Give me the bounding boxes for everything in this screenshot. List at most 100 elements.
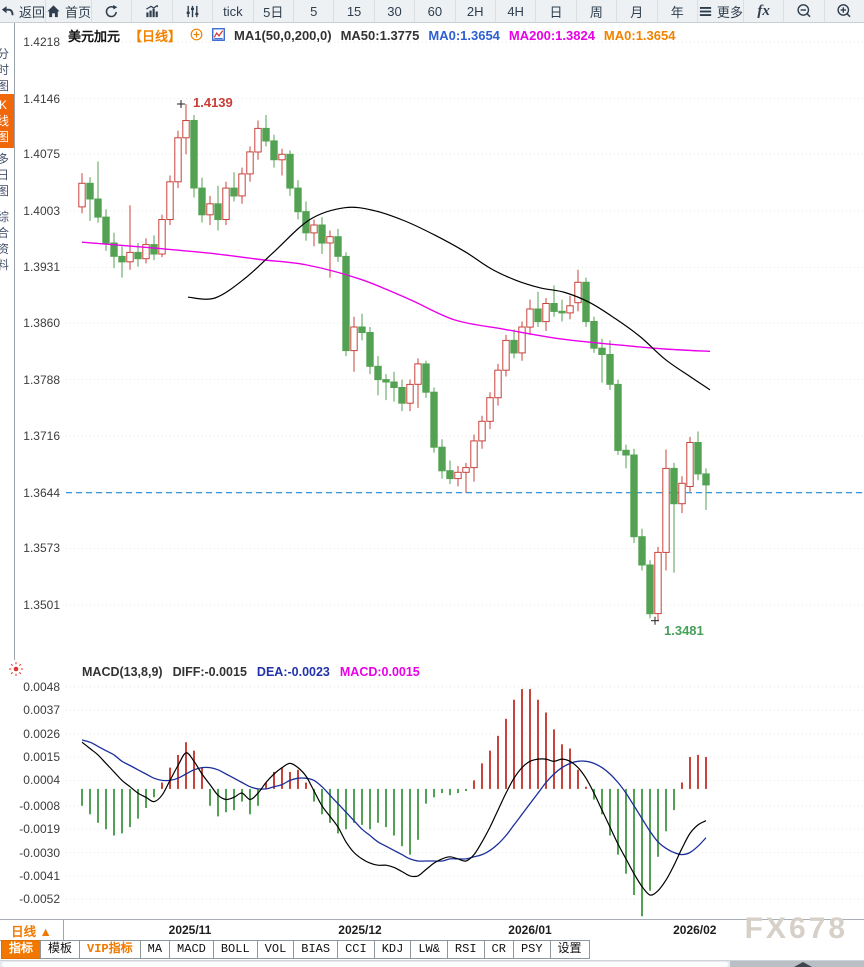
toolbar-label: 周: [589, 4, 603, 20]
toolbar-label: 5日: [263, 4, 284, 20]
toolbar-chart-type-candle[interactable]: [173, 0, 214, 22]
tab-CCI[interactable]: CCI: [337, 940, 375, 959]
scrollbar-track[interactable]: [2, 962, 728, 967]
toolbar-tf-tick[interactable]: tick: [213, 0, 254, 22]
ma0-blue-value: MA0:1.3654: [428, 28, 500, 43]
tab-指标[interactable]: 指标: [1, 940, 42, 959]
ma50-value: MA50:1.3775: [340, 28, 420, 43]
toolbar-tf-60[interactable]: 60: [415, 0, 456, 22]
price-axis-label: 1.3501: [23, 598, 60, 612]
macd-axis-label: -0.0008: [19, 798, 60, 813]
toolbar-label: 首页: [65, 4, 92, 20]
toolbar-tf-week[interactable]: 周: [577, 0, 618, 22]
ma0-orange-value: MA0:1.3654: [603, 28, 676, 43]
month-label: 2026/01: [508, 923, 552, 937]
top-toolbar: 返回 首页 tick 5日 5 15 30 60 2H 4H 日 周 月 年 更多 fx: [0, 0, 864, 23]
add-favorite-icon[interactable]: [190, 28, 203, 44]
toolbar-back[interactable]: 返回: [0, 0, 47, 22]
tab-MACD[interactable]: MACD: [169, 940, 214, 959]
mini-chart-icon: [212, 27, 225, 44]
price-axis-label: 1.3931: [23, 260, 60, 275]
toolbar-label: 年: [670, 4, 684, 20]
price-axis-label: 1.3788: [23, 372, 60, 387]
toolbar-label: 30: [387, 3, 402, 19]
toolbar-tf-5[interactable]: 5: [294, 0, 335, 22]
month-label: 2026/02: [673, 923, 717, 937]
toolbar-home[interactable]: 首页: [46, 0, 93, 22]
zoom-in-icon: [836, 3, 852, 19]
macd-axis-label: 0.0037: [23, 703, 60, 718]
tab-KDJ[interactable]: KDJ: [373, 940, 412, 959]
toolbar-zoom-out[interactable]: [784, 0, 825, 22]
bottom-scrollbar[interactable]: [0, 960, 864, 967]
toolbar-chart-type-trend[interactable]: [132, 0, 173, 22]
macd-header: MACD(13,8,9) DIFF:-0.0015 DEA:-0.0023 MA…: [82, 664, 420, 679]
indicator-settings-icon[interactable]: [8, 661, 24, 682]
toolbar-zoom-in[interactable]: [825, 0, 864, 22]
tab-VOL[interactable]: VOL: [256, 940, 295, 959]
macd-axis-label: -0.0019: [19, 822, 60, 837]
price-axis-label: 1.3860: [23, 316, 60, 331]
collapse-arrow-icon[interactable]: [794, 962, 812, 967]
tab-模板[interactable]: 模板: [40, 940, 81, 959]
toolbar-tf-4h[interactable]: 4H: [496, 0, 537, 22]
macd-axis-label: -0.0052: [19, 892, 60, 907]
tab-LW&[interactable]: LW&: [410, 940, 448, 959]
toolbar-tf-15[interactable]: 15: [334, 0, 375, 22]
price-axis-label: 1.4218: [23, 35, 60, 49]
toolbar-label: 5: [310, 3, 318, 19]
tab-设置[interactable]: 设置: [549, 940, 590, 959]
toolbar-tf-30[interactable]: 30: [375, 0, 416, 22]
period-selector[interactable]: 日线 ▲: [0, 920, 64, 941]
toolbar-tf-year[interactable]: 年: [658, 0, 698, 22]
price-chart-header: 美元加元 【日线】 MA1(50,0,200,0) MA50:1.3775 MA…: [68, 27, 675, 44]
chart-type-candle-icon: [185, 4, 200, 19]
price-axis-label: 1.4146: [23, 91, 60, 106]
macd-axis-label: 0.0048: [23, 680, 60, 694]
tab-MA[interactable]: MA: [139, 940, 171, 959]
tab-CR[interactable]: CR: [483, 940, 514, 959]
more-icon: [698, 4, 713, 19]
macd-macd-value: MACD:0.0015: [339, 664, 420, 679]
macd-axis-label: 0.0004: [23, 773, 60, 788]
toolbar-more[interactable]: 更多: [698, 0, 744, 22]
price-axis-label: 1.3573: [23, 541, 60, 556]
macd-diff-value: DIFF:-0.0015: [172, 664, 247, 679]
tab-RSI[interactable]: RSI: [446, 940, 485, 959]
sidebar-item-3[interactable]: 多日图: [0, 152, 9, 198]
price-axis-label: 1.3644: [23, 485, 60, 500]
tab-BOLL[interactable]: BOLL: [212, 940, 258, 959]
toolbar-refresh[interactable]: [92, 0, 133, 22]
refresh-icon: [104, 4, 119, 19]
toolbar-tf-2h[interactable]: 2H: [456, 0, 496, 22]
ma200-value: MA200:1.3824: [508, 28, 595, 43]
x-axis-row: 日线 ▲ 2025/11 2025/12 2026/01 2026/02 FX678: [0, 912, 864, 945]
tab-VIP指标[interactable]: VIP指标: [79, 940, 141, 959]
price-axis-label: 1.3716: [23, 429, 60, 444]
macd-axis-label: 0.0026: [23, 726, 60, 741]
macd-title: MACD(13,8,9): [82, 664, 163, 679]
toolbar-label: 返回: [19, 4, 46, 20]
indicator-tab-bar: 指标 模板 VIP指标 MA MACD BOLL VOL BIAS CCI KDJ LW& RSI CR…: [1, 940, 590, 959]
home-icon: [46, 4, 61, 19]
chart-type-trend-icon: [144, 4, 160, 19]
toolbar-tf-5d[interactable]: 5日: [254, 0, 294, 22]
period-tag: 【日线】: [129, 29, 182, 44]
macd-axis-label: -0.0030: [19, 845, 60, 860]
toolbar-tf-day[interactable]: 日: [536, 0, 577, 22]
tab-PSY[interactable]: PSY: [512, 940, 551, 959]
tab-BIAS[interactable]: BIAS: [293, 940, 339, 959]
month-label: 2025/11: [168, 923, 212, 937]
toolbar-label: 日: [549, 4, 563, 20]
sidebar-item-1[interactable]: 分时图: [0, 47, 9, 93]
sidebar-item-4[interactable]: 综合资料: [0, 210, 9, 272]
price-axis-label: 1.4003: [23, 203, 60, 218]
toolbar-label: 2H: [466, 3, 484, 19]
toolbar-tf-month[interactable]: 月: [617, 0, 658, 22]
macd-axis-label: 0.0015: [23, 750, 60, 765]
toolbar-formula[interactable]: fx: [744, 0, 785, 22]
toolbar-label: fx: [757, 2, 770, 19]
